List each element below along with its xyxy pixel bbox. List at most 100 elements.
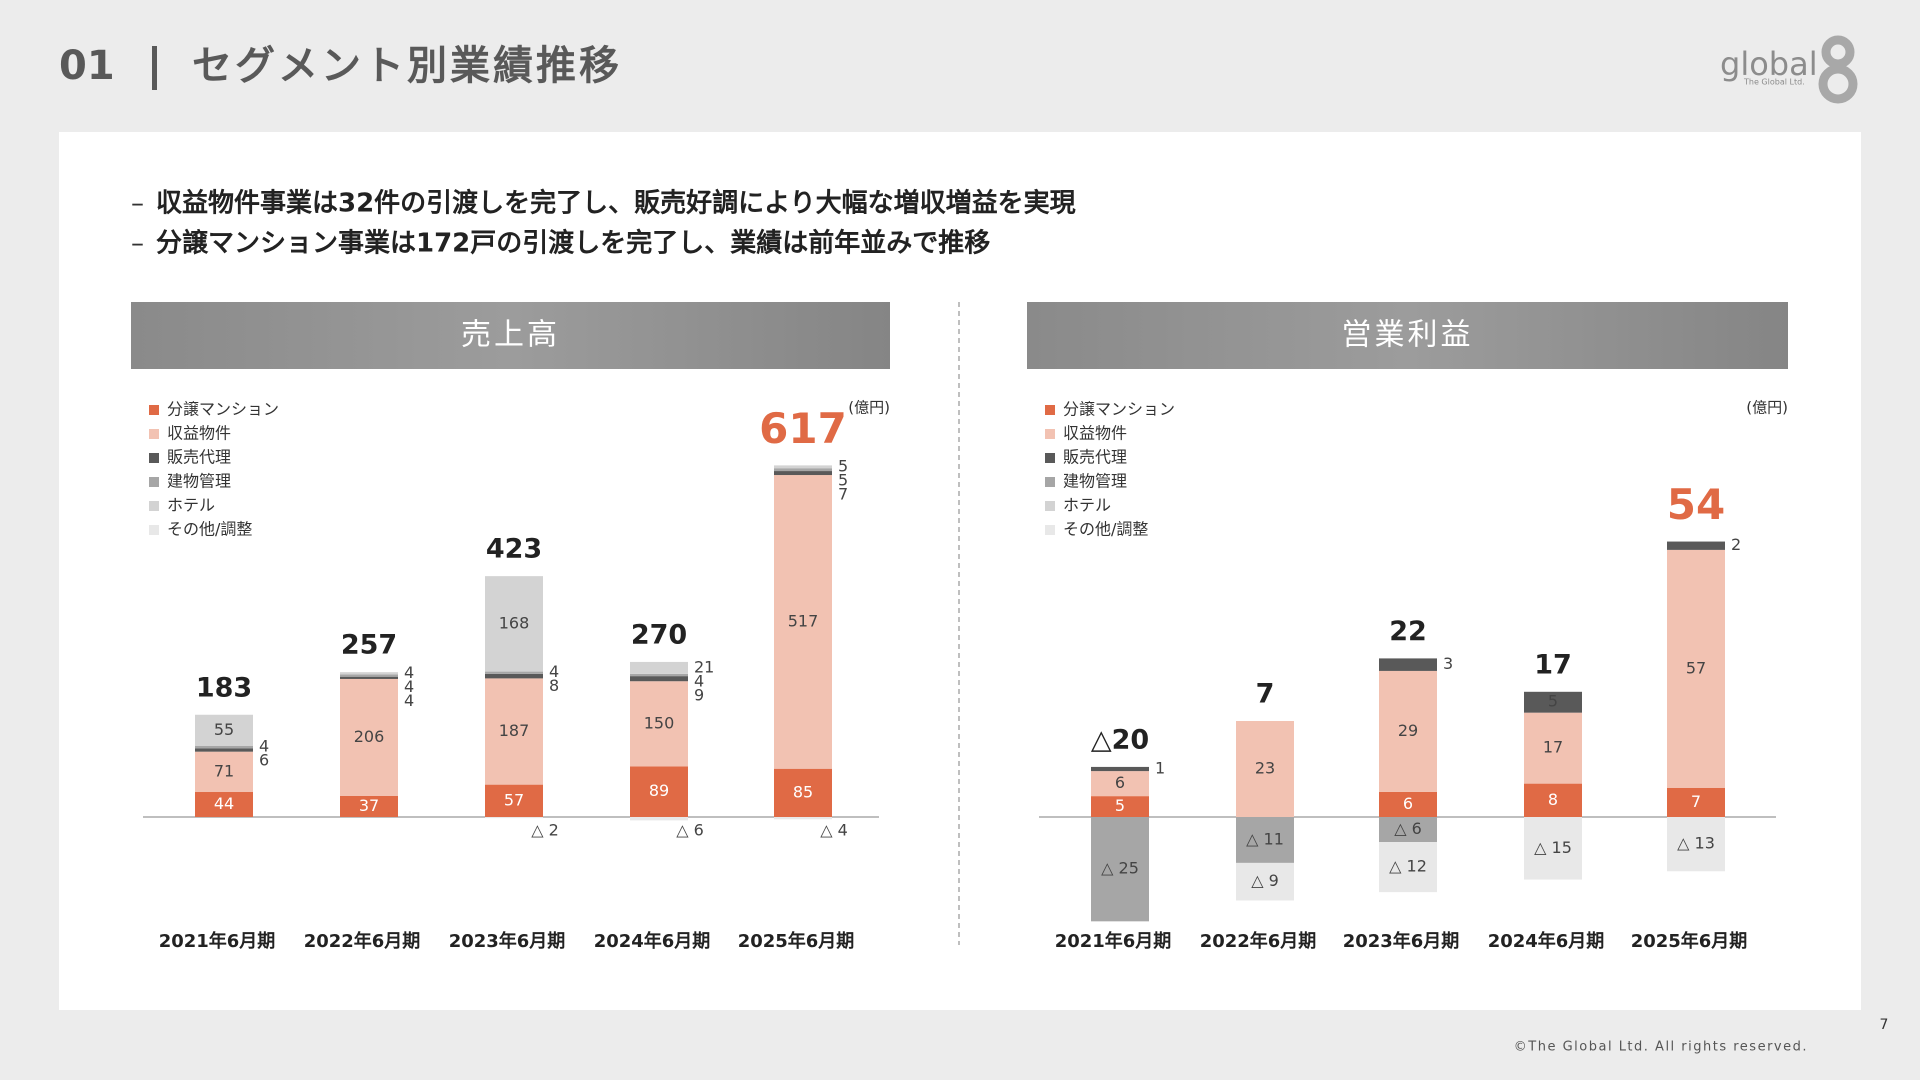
value-label: △ 2: [531, 821, 559, 840]
value-label: 6: [1115, 773, 1125, 792]
bar-segment: [1524, 817, 1582, 880]
logo-mark: [1818, 35, 1858, 104]
bar-segment: [1236, 817, 1294, 863]
legend-label: 分譲マンション: [167, 400, 279, 419]
total-label: 54: [1667, 480, 1725, 529]
bar-segment: [1236, 721, 1294, 817]
value-label: 8: [549, 676, 559, 695]
legend-swatch: [1045, 429, 1055, 439]
bar-segment: [195, 714, 253, 746]
legend-swatch: [1045, 405, 1055, 415]
legend-label: 販売代理: [167, 448, 231, 467]
legend-label: 収益物件: [167, 424, 231, 443]
value-label: 4: [694, 671, 704, 690]
value-label: 517: [788, 611, 819, 630]
bar-segment: [1091, 766, 1149, 772]
legend-label: 分譲マンション: [1063, 400, 1175, 419]
bar-segment: [485, 671, 543, 674]
value-label: 5: [1115, 796, 1125, 815]
total-label: 17: [1534, 649, 1572, 680]
x-tick-label: 2023年6月期: [1343, 930, 1460, 952]
value-label: 168: [499, 613, 530, 632]
bar-segment: [1091, 771, 1149, 797]
bar-segment: [340, 676, 398, 679]
bar-segment: [485, 784, 543, 817]
value-label: △ 6: [1394, 819, 1422, 838]
bar-segment: [774, 468, 832, 472]
page-title: セグメント別業績推移: [192, 43, 622, 89]
total-label: 7: [1256, 679, 1275, 710]
legend-label: 建物管理: [1063, 472, 1127, 491]
value-label: 5: [838, 456, 848, 475]
x-tick-label: 2022年6月期: [304, 930, 421, 952]
bar-segment: [485, 817, 543, 819]
value-label: 57: [504, 790, 524, 809]
legend-label: 販売代理: [1063, 448, 1127, 467]
bar-segment: [774, 768, 832, 817]
bar-segment: [1091, 817, 1149, 922]
legend-swatch: [149, 405, 159, 415]
bar-segment: [195, 792, 253, 817]
value-label: 8: [1548, 790, 1558, 809]
legend-swatch: [1045, 477, 1055, 487]
value-label: 187: [499, 721, 530, 740]
value-label: 5: [1548, 692, 1558, 711]
value-label: △ 13: [1677, 834, 1715, 853]
bar-segment: [485, 673, 543, 679]
legend-label: ホテル: [1063, 496, 1111, 515]
logo-text: global: [1720, 45, 1818, 83]
value-label: 17: [1543, 738, 1563, 757]
bar-segment: [195, 745, 253, 749]
value-label: 4: [404, 691, 414, 710]
value-label: 71: [214, 761, 234, 780]
bullet: 収益物件事業は32件の引渡しを完了し、販売好調により大幅な増収増益を実現: [156, 188, 1076, 219]
x-tick-label: 2021年6月期: [159, 930, 276, 952]
total-label: 257: [341, 630, 397, 661]
value-label: 3: [1443, 654, 1453, 673]
legend-swatch: [149, 477, 159, 487]
chart-title: 営業利益: [1342, 318, 1474, 353]
bar-segment: [630, 661, 688, 674]
bar-segment: [1379, 658, 1437, 671]
value-label: 4: [549, 662, 559, 681]
legend-swatch: [149, 501, 159, 511]
legend-swatch: [149, 453, 159, 463]
total-label: 270: [631, 619, 687, 650]
bar-segment: [774, 475, 832, 769]
legend-label: 建物管理: [167, 472, 231, 491]
bar-segment: [340, 674, 398, 677]
value-label: 29: [1398, 721, 1418, 740]
bar-segment: [774, 471, 832, 476]
value-label: 37: [359, 796, 379, 815]
value-label: 4: [404, 677, 414, 696]
x-tick-label: 2021年6月期: [1055, 930, 1172, 952]
bar-segment: [1236, 862, 1294, 901]
bar-segment: [195, 751, 253, 793]
value-label: 150: [644, 713, 675, 732]
legend-label: その他/調整: [167, 520, 252, 539]
value-label: 4: [404, 663, 414, 682]
value-label: 7: [838, 484, 848, 503]
bar-segment: [774, 465, 832, 469]
x-tick-label: 2025年6月期: [738, 930, 855, 952]
value-label: 85: [793, 782, 813, 801]
legend-label: ホテル: [167, 496, 215, 515]
copyright: ©The Global Ltd. All rights reserved.: [1514, 1040, 1808, 1055]
bar-segment: [485, 678, 543, 785]
bar-segment: [630, 673, 688, 677]
bar-segment: [340, 672, 398, 675]
logo-sub: The Global Ltd.: [1743, 78, 1805, 87]
bar-segment: [774, 817, 832, 820]
unit-label: (億円): [848, 399, 890, 417]
x-tick-label: 2022年6月期: [1200, 930, 1317, 952]
legend-swatch: [149, 429, 159, 439]
value-label: 89: [649, 781, 669, 800]
value-label: 23: [1255, 759, 1275, 778]
value-label: 21: [694, 657, 714, 676]
total-label: 423: [486, 534, 542, 565]
bar-segment: [1667, 541, 1725, 550]
bar-segment: [485, 576, 543, 672]
legend-swatch: [1045, 525, 1055, 535]
legend-swatch: [149, 525, 159, 535]
bar-segment: [630, 817, 688, 821]
